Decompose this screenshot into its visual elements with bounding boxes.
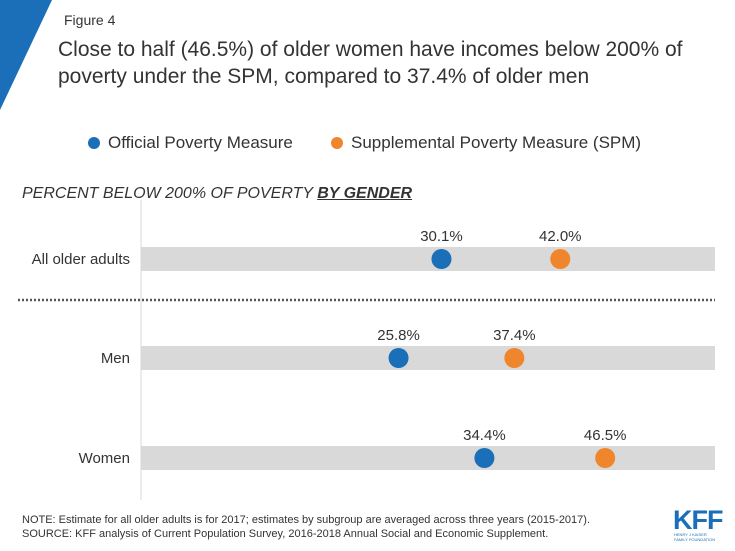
value-label-official: 30.1%	[420, 228, 463, 245]
legend-label-official: Official Poverty Measure	[108, 133, 293, 152]
dot-official	[388, 348, 409, 368]
row-track	[141, 247, 715, 271]
source-line: SOURCE: KFF analysis of Current Populati…	[22, 528, 549, 540]
chart-title: Close to half (46.5%) of older women hav…	[58, 38, 683, 88]
kff-logo: KFF HENRY J KAISER FAMILY FOUNDATION	[673, 505, 724, 542]
section-heading-text: PERCENT BELOW 200% OF POVERTY	[22, 185, 318, 202]
section-heading-emphasis: BY GENDER	[317, 185, 413, 202]
dot-plot: All older adults 30.1% 42.0% Men 25.8% 37.4% W…	[18, 200, 715, 500]
logo-subtitle-line1: HENRY J KAISER	[674, 532, 707, 537]
category-label: Women	[79, 450, 130, 467]
category-label: Men	[101, 350, 130, 367]
legend-marker-spm	[331, 137, 343, 149]
logo-subtitle-line2: FAMILY FOUNDATION	[674, 537, 715, 542]
dot-spm	[595, 448, 616, 468]
value-label-official: 34.4%	[463, 427, 506, 444]
row-track	[141, 346, 715, 370]
figure-label: Figure 4	[64, 12, 116, 28]
dot-official	[431, 249, 452, 269]
row-track	[141, 446, 715, 470]
corner-accent	[0, 0, 52, 110]
legend-item-official: Official Poverty Measure	[88, 133, 293, 153]
footnote: NOTE: Estimate for all older adults is f…	[22, 513, 672, 541]
legend-marker-official	[88, 137, 100, 149]
value-label-official: 25.8%	[377, 327, 420, 344]
dot-official	[474, 448, 495, 468]
legend-label-spm: Supplemental Poverty Measure (SPM)	[351, 133, 642, 152]
value-label-spm: 46.5%	[584, 427, 627, 444]
legend: Official Poverty Measure Supplemental Po…	[0, 133, 735, 155]
section-heading: PERCENT BELOW 200% OF POVERTY BY GENDER	[22, 185, 412, 203]
logo-text: KFF	[673, 505, 723, 535]
value-label-spm: 42.0%	[539, 228, 582, 245]
legend-item-spm: Supplemental Poverty Measure (SPM)	[331, 133, 641, 153]
value-label-spm: 37.4%	[493, 327, 536, 344]
note-line: NOTE: Estimate for all older adults is f…	[22, 514, 591, 526]
dot-spm	[504, 348, 525, 368]
category-label: All older adults	[32, 251, 130, 268]
dot-spm	[550, 249, 571, 269]
